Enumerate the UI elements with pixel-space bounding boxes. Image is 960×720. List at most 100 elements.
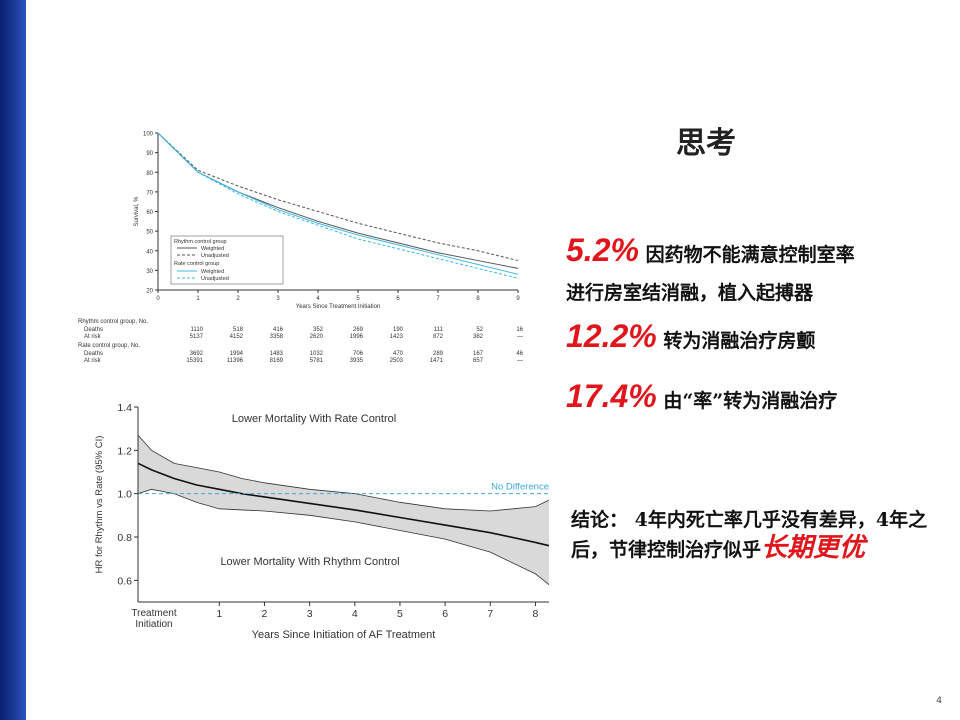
x-tick-label: 3	[307, 608, 313, 620]
risk-table-cell: 46	[516, 351, 523, 357]
y-tick-label: 100	[143, 132, 154, 138]
stat-item-1-line2: 进行房室结消融，植入起搏器	[566, 282, 814, 304]
risk-table-cell: —	[517, 334, 523, 340]
risk-table-cell: 470	[393, 351, 404, 357]
risk-table-cell: 167	[473, 351, 484, 357]
y-tick-label: 0.6	[117, 575, 132, 587]
risk-table-cell: 5781	[310, 358, 324, 364]
risk-table-cell: 3935	[350, 358, 364, 364]
legend-entry: Unadjusted	[201, 276, 229, 282]
risk-table-cell: 1994	[230, 351, 244, 357]
x-tick-label: 5	[397, 608, 403, 620]
risk-table-row-label: Deaths	[84, 351, 103, 357]
stat-percent: 12.2%	[566, 318, 657, 354]
conclusion-text: 结论： 4年内死亡率几乎没有差异，4年之后，节律控制治疗似乎长期更优	[571, 506, 931, 564]
risk-table-cell: 352	[313, 327, 324, 333]
risk-table-cell: 657	[473, 358, 484, 364]
x-tick-label: 3	[276, 296, 280, 302]
risk-table-cell: 1996	[350, 334, 364, 340]
risk-table-cell: 15391	[186, 358, 203, 364]
reference-label: No Difference	[491, 482, 549, 493]
x-tick-label: 6	[442, 608, 448, 620]
y-tick-label: 70	[146, 190, 153, 196]
risk-table-cell: —	[517, 358, 523, 364]
y-tick-label: 90	[146, 151, 153, 157]
series-line-rate-unadjusted	[157, 132, 519, 279]
y-axis-label: HR for Rhythm vs Rate (95% CI)	[94, 436, 105, 574]
y-tick-label: 1.2	[117, 445, 132, 457]
risk-table-cell: 706	[353, 351, 364, 357]
risk-table-cell: 16	[516, 327, 523, 333]
y-tick-label: 0.8	[117, 532, 132, 544]
risk-table-cell: 289	[433, 351, 444, 357]
stat-item-1: 5.2% 因药物不能满意控制室率	[566, 232, 855, 269]
stat-text: 由“率”转为消融治疗	[663, 390, 838, 412]
risk-table-row-label: At risk	[84, 334, 102, 340]
risk-table-cell: 1110	[191, 327, 204, 333]
risk-table-cell: 382	[473, 334, 484, 340]
hazard-ratio-chart: No Difference 0.6 0.8 1.0 1.2 1.4 TreatmentIni…	[94, 402, 550, 641]
x-tick-label: 0	[156, 296, 160, 302]
ci-upper-line	[137, 434, 550, 512]
x-tick-label: 9	[516, 296, 520, 302]
y-tick-label: 50	[146, 230, 153, 236]
y-axis-label: Survival, %	[134, 196, 140, 227]
x-tick-label: 5	[356, 296, 360, 302]
x-tick-label: 2	[236, 296, 240, 302]
risk-table-group-label: Rate control group, No.	[78, 343, 140, 349]
risk-table-cell: 111	[434, 327, 444, 333]
confidence-band	[138, 435, 549, 585]
risk-table-cell: 1423	[390, 334, 404, 340]
risk-table-cell: 872	[433, 334, 444, 340]
slide-sidebar-bar	[0, 0, 26, 720]
risk-table-cell: 1032	[310, 351, 324, 357]
legend-group-label: Rate control group	[174, 261, 219, 267]
conclusion-body: 4年内死亡率几乎没有差异，4年之后，节律控制治疗似乎	[571, 509, 928, 561]
stat-percent: 5.2%	[566, 232, 639, 268]
risk-table-cell: 269	[353, 327, 364, 333]
annotation-top: Lower Mortality With Rate Control	[232, 413, 396, 425]
risk-table-cell: 1471	[430, 358, 444, 364]
x-tick-label: 2	[262, 608, 268, 620]
x-tick-label: 1	[196, 296, 200, 302]
series-line-rate-weighted	[157, 132, 519, 275]
risk-table-cell: 11396	[227, 358, 244, 364]
risk-table-group-label: Rhythm control group, No.	[78, 319, 148, 325]
legend-entry: Unadjusted	[201, 253, 229, 259]
legend-entry: Weighted	[201, 246, 224, 252]
risk-table-cell: 8169	[270, 358, 284, 364]
survival-chart: 20 30 40 50 60 70 80 90 100 0 1 2 3 4 5 6 7 8 9 Years Since…	[78, 132, 524, 365]
y-tick-label: 30	[146, 269, 153, 275]
risk-table-cell: 518	[233, 327, 244, 333]
risk-table-cell: 5137	[190, 334, 204, 340]
x-tick-label: 4	[352, 608, 358, 620]
stat-text: 转为消融治疗房颤	[663, 330, 816, 352]
y-tick-label: 80	[146, 171, 153, 177]
stat-text: 因药物不能满意控制室率	[645, 244, 855, 266]
risk-table-cell: 190	[393, 327, 404, 333]
risk-table-row-label: At risk	[84, 358, 102, 364]
x-tick-label: 6	[396, 296, 400, 302]
slide-title: 思考	[676, 126, 736, 161]
stat-percent: 17.4%	[566, 378, 657, 414]
legend-entry: Weighted	[201, 269, 224, 275]
risk-table-cell: 3358	[270, 334, 284, 340]
conclusion-emphasis: 长期更优	[761, 533, 866, 563]
y-tick-label: 20	[146, 289, 153, 295]
legend-group-label: Rhythm control group	[174, 239, 227, 245]
legend-box	[170, 235, 284, 285]
risk-table-row-label: Deaths	[84, 327, 103, 333]
series-line-rhythm-unadjusted	[157, 132, 519, 262]
y-tick-label: 1.0	[117, 489, 132, 501]
ci-lower-line	[137, 488, 550, 585]
x-tick-label: 7	[436, 296, 440, 302]
y-tick-label: 60	[146, 210, 153, 216]
risk-table-cell: 3692	[190, 351, 204, 357]
risk-table-cell: 52	[476, 327, 483, 333]
risk-table-cell: 416	[273, 327, 284, 333]
x-tick-label: 7	[487, 608, 493, 620]
risk-table-cell: 4152	[230, 334, 244, 340]
hazard-ratio-line	[137, 462, 550, 547]
conclusion-lead: 结论：	[571, 509, 629, 531]
risk-table-cell: 2620	[310, 334, 324, 340]
